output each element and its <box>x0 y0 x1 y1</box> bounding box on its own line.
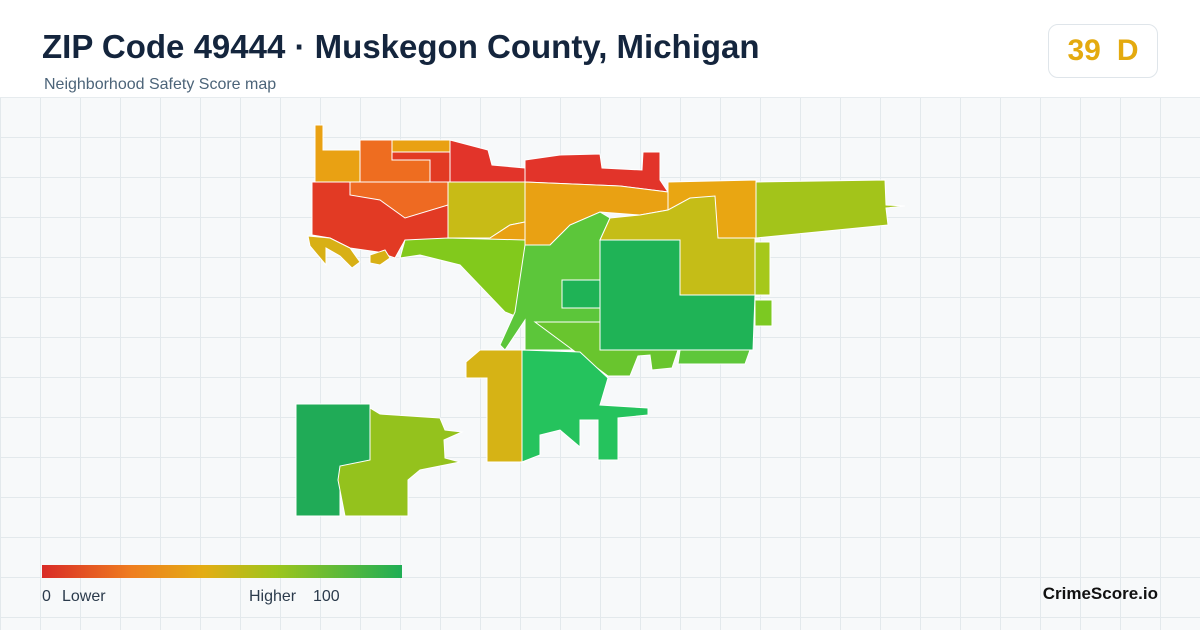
region <box>465 349 526 463</box>
region <box>307 235 361 269</box>
score-value: 39 <box>1067 34 1101 67</box>
region <box>521 349 649 463</box>
score-grade: D <box>1116 34 1139 67</box>
score-badge: 39 D <box>1048 24 1158 78</box>
legend-max-label: Higher <box>249 588 297 605</box>
legend-bar <box>42 565 402 578</box>
region <box>755 179 906 239</box>
region <box>754 299 773 327</box>
subtitle: Neighborhood Safety Score map <box>44 76 277 93</box>
region <box>369 249 391 266</box>
region <box>561 279 601 309</box>
map-regions <box>295 124 906 517</box>
region <box>399 237 526 321</box>
region <box>337 407 464 517</box>
legend-min: 0 <box>42 588 51 605</box>
region <box>533 321 679 377</box>
header: ZIP Code 49444 · Muskegon County, Michig… <box>0 0 1200 98</box>
region <box>754 241 771 296</box>
region <box>449 139 526 183</box>
legend-min-label: Lower <box>62 588 106 605</box>
region <box>677 349 751 365</box>
legend-max: 100 <box>313 588 340 605</box>
title: ZIP Code 49444 · Muskegon County, Michig… <box>42 28 760 65</box>
brand: CrimeScore.io <box>1042 584 1158 603</box>
